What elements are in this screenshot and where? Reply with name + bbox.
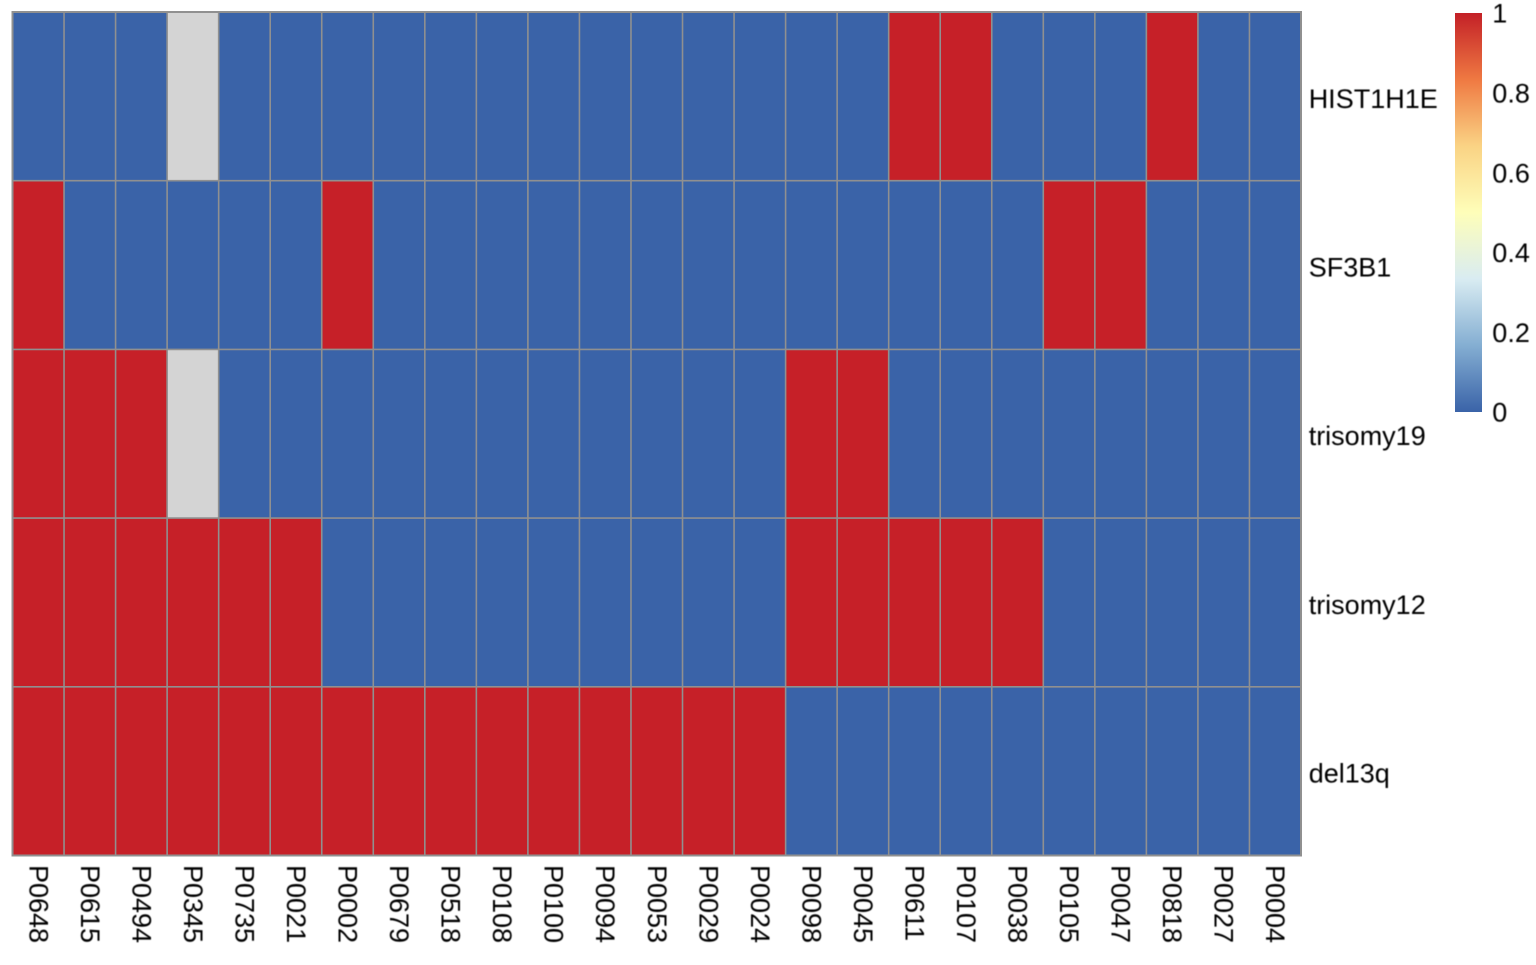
svg-text:P0004: P0004 bbox=[1260, 865, 1290, 943]
svg-text:P0494: P0494 bbox=[126, 865, 156, 943]
svg-text:SF3B1: SF3B1 bbox=[1309, 252, 1392, 282]
svg-text:HIST1H1E: HIST1H1E bbox=[1309, 84, 1438, 114]
svg-text:1: 1 bbox=[1492, 0, 1507, 29]
svg-text:P0818: P0818 bbox=[1157, 865, 1187, 943]
svg-text:P0107: P0107 bbox=[951, 865, 981, 943]
svg-text:P0518: P0518 bbox=[436, 865, 466, 943]
svg-text:P0094: P0094 bbox=[590, 865, 620, 943]
svg-text:P0108: P0108 bbox=[487, 865, 517, 943]
svg-text:P0098: P0098 bbox=[796, 865, 826, 943]
svg-text:P0027: P0027 bbox=[1209, 865, 1239, 943]
svg-text:P0345: P0345 bbox=[178, 865, 208, 943]
svg-text:0.6: 0.6 bbox=[1492, 158, 1530, 188]
svg-text:P0053: P0053 bbox=[642, 865, 672, 943]
svg-text:P0648: P0648 bbox=[23, 865, 53, 943]
svg-text:P0002: P0002 bbox=[333, 865, 363, 943]
svg-text:P0038: P0038 bbox=[1003, 865, 1033, 943]
svg-text:0.4: 0.4 bbox=[1492, 238, 1530, 268]
svg-text:P0611: P0611 bbox=[899, 865, 929, 941]
svg-text:P0047: P0047 bbox=[1106, 865, 1136, 943]
svg-text:P0679: P0679 bbox=[384, 865, 414, 943]
svg-text:P0100: P0100 bbox=[539, 865, 569, 943]
svg-text:trisomy19: trisomy19 bbox=[1309, 421, 1426, 451]
svg-text:P0045: P0045 bbox=[848, 865, 878, 943]
svg-text:trisomy12: trisomy12 bbox=[1309, 590, 1426, 620]
svg-text:0.8: 0.8 bbox=[1492, 79, 1530, 109]
svg-text:P0735: P0735 bbox=[229, 865, 259, 943]
svg-text:0.2: 0.2 bbox=[1492, 318, 1530, 348]
svg-text:P0021: P0021 bbox=[281, 865, 311, 943]
svg-text:P0024: P0024 bbox=[745, 865, 775, 943]
svg-text:P0105: P0105 bbox=[1054, 865, 1084, 943]
svg-text:0: 0 bbox=[1492, 398, 1507, 428]
svg-text:P0029: P0029 bbox=[693, 865, 723, 943]
svg-text:P0615: P0615 bbox=[75, 865, 105, 943]
svg-text:del13q: del13q bbox=[1309, 759, 1390, 789]
